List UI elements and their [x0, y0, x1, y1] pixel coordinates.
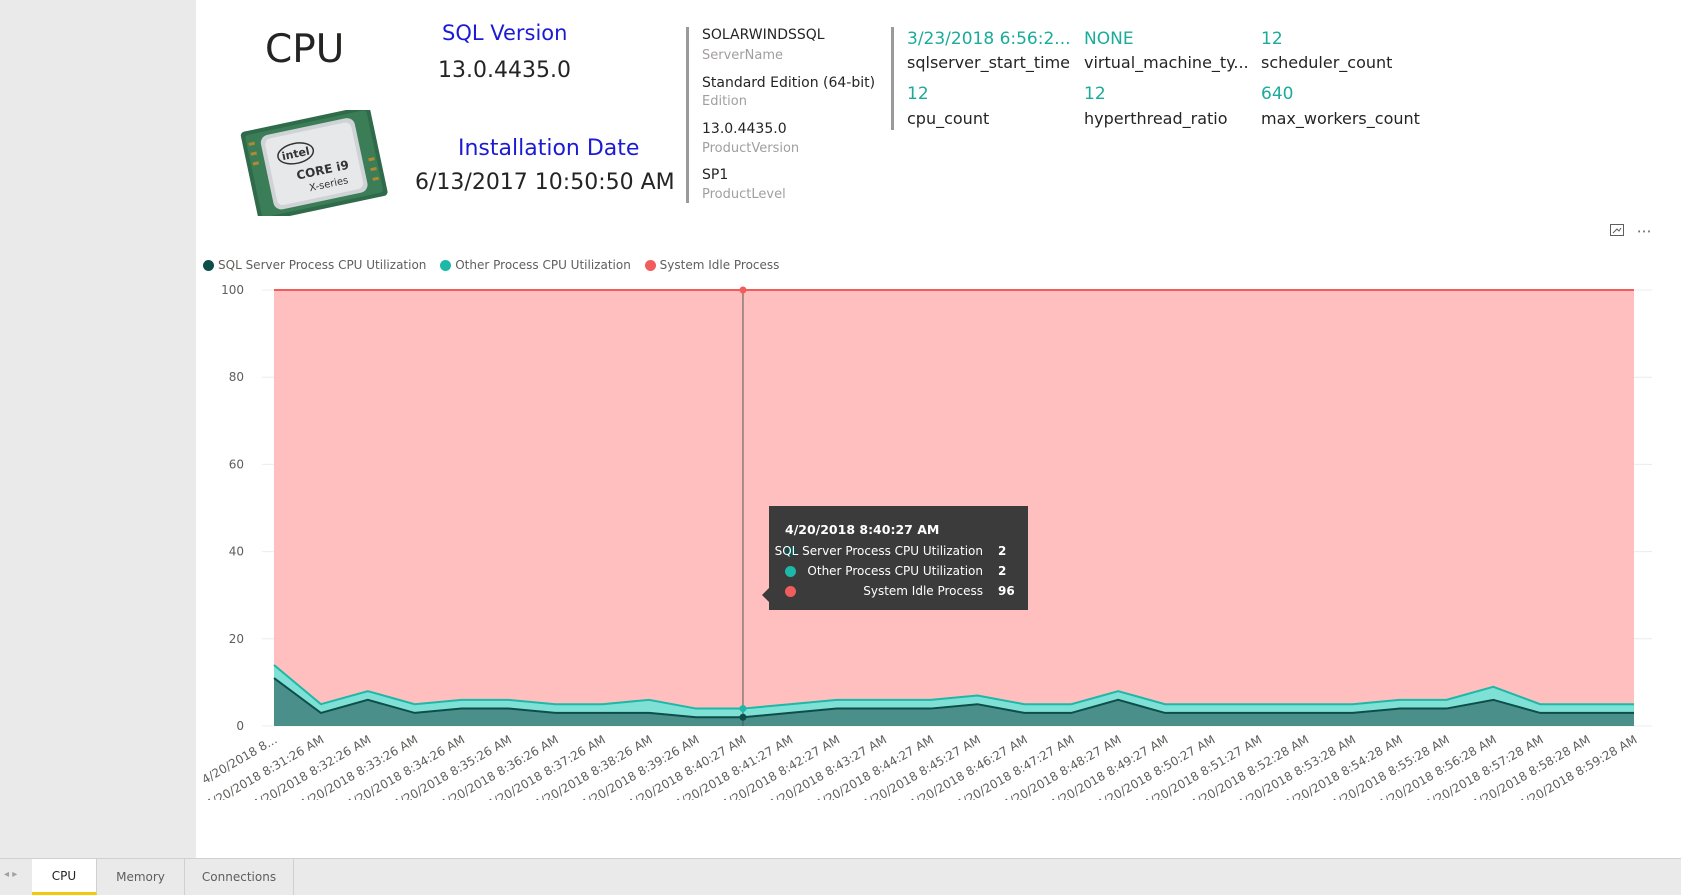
legend-item-other-process[interactable]: Other Process CPU Utilization — [440, 258, 631, 272]
hover-marker — [739, 713, 747, 721]
server-name-caption: ServerName — [702, 48, 783, 63]
left-pane — [0, 0, 196, 858]
y-axis-ticks: 0 20 40 60 80 100 — [221, 283, 244, 733]
legend-item-system-idle[interactable]: System Idle Process — [644, 258, 780, 272]
chart-lines — [273, 289, 1634, 719]
chart-legend: SQL Server Process CPU Utilization Other… — [203, 258, 789, 274]
tab-connections[interactable]: Connections — [185, 859, 294, 895]
legend-dot — [203, 259, 214, 271]
page-nav-arrows[interactable]: ◂ ▸ — [4, 869, 18, 880]
legend-dot — [644, 259, 656, 271]
hover-marker — [739, 286, 747, 294]
server-card-divider — [686, 27, 689, 203]
tooltip-dot — [785, 546, 796, 557]
tooltip-label: SQL Server Process CPU Utilization — [774, 544, 983, 558]
product-level-caption: ProductLevel — [702, 187, 786, 202]
legend-label: Other Process CPU Utilization — [455, 258, 631, 272]
tooltip-value: 96 — [998, 584, 1015, 598]
tooltip-arrow — [762, 588, 769, 602]
area-sql-server-process-cpu-utilization — [274, 678, 1634, 726]
kpi-vm-type-caption: virtual_machine_ty... — [1084, 53, 1249, 72]
product-level-value: SP1 — [702, 167, 729, 183]
y-tick-label: 80 — [229, 370, 244, 384]
product-version-value: 13.0.4435.0 — [702, 121, 787, 137]
focus-mode-icon[interactable] — [1610, 222, 1624, 240]
line-other-process-cpu-utilization — [273, 664, 1634, 710]
installation-date-value: 6/13/2017 10:50:50 AM — [415, 170, 675, 195]
tooltip-label: System Idle Process — [863, 584, 983, 598]
more-options-icon[interactable]: ⋯ — [1636, 222, 1652, 240]
cpu-utilization-area-chart[interactable]: 0 20 40 60 80 100 4/20/2018 8...4/20/2018 8:3… — [0, 0, 1681, 800]
kpi-scheduler-count-value: 12 — [1261, 29, 1283, 49]
tooltip-value: 2 — [998, 564, 1007, 578]
legend-item-sql-server[interactable]: SQL Server Process CPU Utilization — [203, 258, 426, 272]
legend-dot — [440, 259, 452, 271]
cpu-chip-image: intel CORE i9 X-series — [240, 110, 388, 216]
visual-header: ⋯ — [1610, 222, 1652, 240]
kpi-start-time-caption: sqlserver_start_time — [907, 53, 1070, 72]
tab-cpu[interactable]: CPU — [32, 859, 97, 895]
kpi-max-workers-value: 640 — [1261, 84, 1294, 104]
y-tick-label: 0 — [236, 719, 244, 733]
edition-value: Standard Edition (64-bit) — [702, 75, 876, 91]
product-version-caption: ProductVersion — [702, 141, 800, 156]
kpi-cpu-count-caption: cpu_count — [907, 109, 990, 128]
kpi-vm-type-value: NONE — [1084, 29, 1134, 49]
kpi-max-workers-caption: max_workers_count — [1261, 109, 1420, 128]
kpi-hyperthread-ratio-value: 12 — [1084, 84, 1106, 104]
x-axis-ticks: 4/20/2018 8...4/20/2018 8:31:26 AM4/20/2… — [199, 732, 1639, 800]
tooltip-row: SQL Server Process CPU Utilization 2 — [769, 543, 1028, 561]
tooltip-dot — [785, 586, 796, 597]
tooltip-label: Other Process CPU Utilization — [807, 564, 983, 578]
page-tab-bar: ◂ ▸ CPU Memory Connections — [0, 858, 1681, 895]
hover-marker — [739, 705, 747, 713]
tooltip-dot — [785, 566, 796, 577]
legend-label: SQL Server Process CPU Utilization — [218, 258, 427, 272]
kpi-start-time-value: 3/23/2018 6:56:2... — [907, 29, 1071, 49]
sql-version-label: SQL Version — [442, 21, 568, 45]
area-system-idle-process — [274, 290, 1634, 709]
kpi-cpu-count-value: 12 — [907, 84, 929, 104]
edition-caption: Edition — [702, 94, 747, 109]
y-tick-label: 40 — [229, 545, 244, 559]
tooltip-row: Other Process CPU Utilization 2 — [769, 563, 1028, 581]
server-name-value: SOLARWINDSSQL — [702, 27, 825, 43]
y-tick-label: 100 — [221, 283, 244, 297]
page-title: CPU — [265, 27, 345, 72]
tooltip-value: 2 — [998, 544, 1007, 558]
y-tick-label: 20 — [229, 632, 244, 646]
kpi-hyperthread-ratio-caption: hyperthread_ratio — [1084, 109, 1228, 128]
y-tick-label: 60 — [229, 457, 244, 471]
kpi-card-divider — [891, 27, 894, 130]
tooltip-row: System Idle Process 96 — [769, 583, 1028, 601]
tooltip-title: 4/20/2018 8:40:27 AM — [785, 522, 940, 537]
installation-date-label: Installation Date — [458, 136, 640, 161]
line-sql-server-process-cpu-utilization — [273, 677, 1634, 719]
legend-label: System Idle Process — [659, 258, 780, 272]
chart-tooltip: 4/20/2018 8:40:27 AM SQL Server Process … — [762, 506, 1028, 610]
kpi-scheduler-count-caption: scheduler_count — [1261, 53, 1393, 72]
sql-version-value: 13.0.4435.0 — [438, 58, 571, 83]
chart-hover — [739, 286, 747, 726]
tab-memory[interactable]: Memory — [97, 859, 185, 895]
chip-brand-text: intel — [281, 145, 311, 164]
